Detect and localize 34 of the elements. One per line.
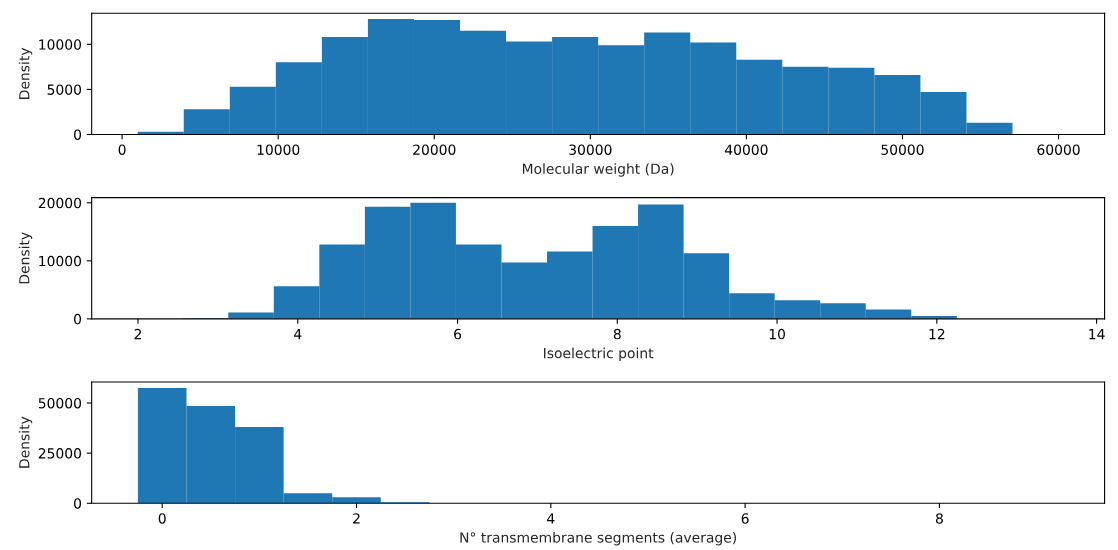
x-tick-label: 12 <box>929 328 945 340</box>
y-tick-label: 50000 <box>38 397 82 409</box>
y-tick-label: 5000 <box>47 84 82 95</box>
y-tick-label: 0 <box>74 313 82 325</box>
x-axis-title: N° transmembrane segments (average) <box>460 531 736 546</box>
y-tick-label: 10000 <box>39 255 82 267</box>
y-axis-title: Density <box>18 47 33 99</box>
y-tick-label: 25000 <box>38 448 82 459</box>
x-axis-title: Molecular weight (Da) <box>522 163 674 177</box>
x-tick-label: 10000 <box>257 144 300 155</box>
x-tick-label: 10 <box>769 328 785 340</box>
y-axis-title: Density <box>18 416 33 468</box>
x-tick-label: 6 <box>741 513 749 524</box>
x-tick-label: 4 <box>294 329 302 340</box>
y-tick-label: 20000 <box>38 197 82 209</box>
y-tick-label: 10000 <box>39 39 82 50</box>
x-tick-label: 2 <box>134 328 142 340</box>
y-axis-title: Density <box>18 232 33 284</box>
x-tick-label: 4 <box>547 513 555 524</box>
x-tick-label: 6 <box>454 328 462 340</box>
x-tick-label: 40000 <box>724 144 768 155</box>
x-tick-label: 2 <box>353 513 360 524</box>
y-tick-label: 0 <box>74 129 82 140</box>
x-tick-label: 0 <box>118 144 126 155</box>
x-axis-title: Isoelectric point <box>544 347 654 362</box>
x-tick-label: 30000 <box>569 144 612 155</box>
x-tick-label: 60000 <box>1037 144 1080 155</box>
y-tick-label: 0 <box>74 498 82 509</box>
x-tick-label: 14 <box>1089 329 1105 340</box>
x-tick-label: 20000 <box>413 144 456 155</box>
x-tick-label: 8 <box>935 513 943 524</box>
x-tick-label: 50000 <box>881 144 924 155</box>
x-tick-label: 8 <box>613 328 621 340</box>
x-tick-label: 0 <box>158 513 166 524</box>
